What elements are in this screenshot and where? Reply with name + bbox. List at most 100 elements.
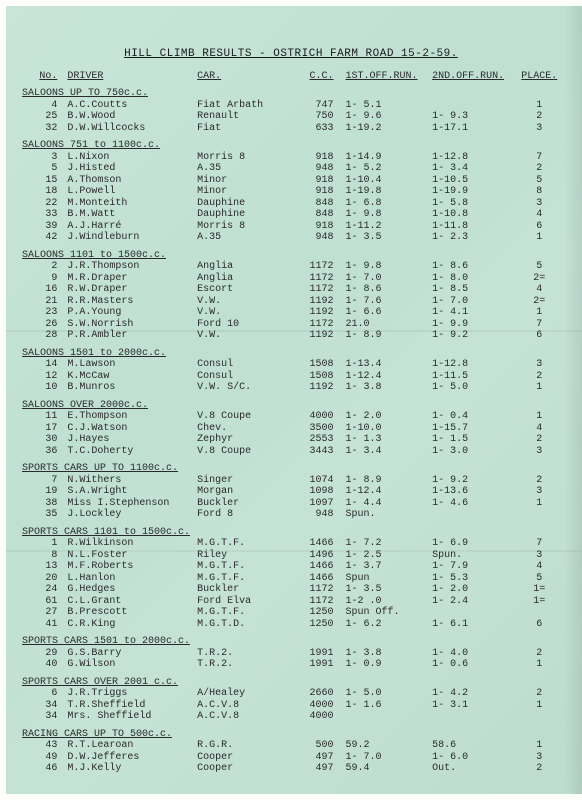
cell-run2: 1-12.8	[430, 359, 517, 371]
cell-no: 9	[20, 273, 65, 285]
cell-driver: L.Nixon	[65, 152, 195, 164]
cell-driver: C.R.King	[65, 619, 195, 631]
cell-place: 5	[517, 175, 562, 187]
cell-car: Ford 10	[195, 319, 284, 331]
cell-cc: 948	[284, 163, 344, 175]
cell-cc: 1466	[284, 538, 344, 550]
cell-cc: 1172	[284, 284, 344, 296]
cell-no: 1	[20, 538, 65, 550]
cell-cc: 633	[284, 123, 344, 135]
cell-run2: 1- 7.9	[430, 561, 517, 573]
cell-cc: 2660	[284, 688, 344, 700]
cell-run2: 1- 9.3	[430, 111, 517, 123]
cell-no: 14	[20, 359, 65, 371]
cell-cc: 1172	[284, 319, 344, 331]
cell-cc: 948	[284, 232, 344, 244]
cell-run2: 1- 5.0	[430, 382, 517, 394]
cell-cc: 1192	[284, 296, 344, 308]
cell-car: M.G.T.F.	[195, 538, 284, 550]
cell-driver: G.Wilson	[65, 659, 195, 671]
cell-run1: 1- 0.9	[344, 659, 431, 671]
cell-run1: 1- 5.2	[344, 163, 431, 175]
cell-car: Consul	[195, 359, 284, 371]
cell-run2: 1-12.8	[430, 152, 517, 164]
cell-run1: 59.2	[344, 740, 431, 752]
cell-run1: 1-10.0	[344, 423, 431, 435]
cell-place	[517, 509, 562, 521]
cell-driver: J.R.Triggs	[65, 688, 195, 700]
header-row: No. DRIVER CAR. C.C. 1ST.OFF.RUN. 2ND.OF…	[20, 71, 562, 83]
table-row: 24G.HedgesBuckler11721- 3.51- 2.01=	[20, 584, 562, 596]
cell-run2: 1-17.1	[430, 123, 517, 135]
cell-place: 1	[517, 411, 562, 423]
cell-run2: Out.	[430, 763, 517, 775]
cell-no: 3	[20, 152, 65, 164]
cell-run2: 1- 8.6	[430, 261, 517, 273]
section-heading: SALOONS 1501 to 2000c.c.	[20, 342, 562, 360]
cell-no: 26	[20, 319, 65, 331]
cell-driver: B.Prescott	[65, 607, 195, 619]
table-row: 29G.S.BarryT.R.2.19911- 3.81- 4.02	[20, 648, 562, 660]
cell-driver: A.C.Coutts	[65, 100, 195, 112]
cell-car: A.35	[195, 163, 284, 175]
cell-run1: 1- 7.0	[344, 752, 431, 764]
section-label: SPORTS CARS 1101 to 1500c.c.	[20, 521, 562, 539]
table-row: 2J.R.ThompsonAnglia11721- 9.81- 8.65	[20, 261, 562, 273]
cell-driver: E.Thompson	[65, 411, 195, 423]
cell-run2: 1- 8.5	[430, 284, 517, 296]
cell-cc: 1508	[284, 359, 344, 371]
table-row: 40G.WilsonT.R.2.19911- 0.91- 0.61	[20, 659, 562, 671]
cell-run1: 1- 7.2	[344, 538, 431, 550]
cell-no: 24	[20, 584, 65, 596]
cell-driver: M.F.Roberts	[65, 561, 195, 573]
section-label: SPORTS CARS 1501 to 2000c.c.	[20, 630, 562, 648]
cell-place: 1	[517, 498, 562, 510]
cell-driver: D.W.Jefferes	[65, 752, 195, 764]
cell-car: A.C.V.8	[195, 700, 284, 712]
cell-cc: 918	[284, 175, 344, 187]
cell-run1: 1- 1.6	[344, 700, 431, 712]
cell-car: Ford 8	[195, 509, 284, 521]
cell-place: 1	[517, 659, 562, 671]
cell-run1: 1- 9.8	[344, 261, 431, 273]
cell-run1: 1- 3.4	[344, 446, 431, 458]
cell-no: 49	[20, 752, 65, 764]
cell-car: Renault	[195, 111, 284, 123]
cell-no: 33	[20, 209, 65, 221]
table-row: 46M.J.KellyCooper49759.4Out.2	[20, 763, 562, 775]
cell-no: 22	[20, 198, 65, 210]
page-title: HILL CLIMB RESULTS - OSTRICH FARM ROAD 1…	[20, 48, 562, 61]
section-label: SALOONS 1501 to 2000c.c.	[20, 342, 562, 360]
table-row: 1R.WilkinsonM.G.T.F.14661- 7.21- 6.97	[20, 538, 562, 550]
cell-place: 2	[517, 763, 562, 775]
cell-run2: 1- 9.9	[430, 319, 517, 331]
cell-no: 15	[20, 175, 65, 187]
cell-cc: 1991	[284, 659, 344, 671]
cell-run2: 1- 6.1	[430, 619, 517, 631]
cell-cc: 1098	[284, 486, 344, 498]
cell-run2: 1- 5.3	[430, 573, 517, 585]
cell-run1: 1- 3.7	[344, 561, 431, 573]
cell-place: 1	[517, 740, 562, 752]
cell-place	[517, 607, 562, 619]
cell-driver: Mrs. Sheffield	[65, 711, 195, 723]
cell-place: 2	[517, 163, 562, 175]
cell-run1: 1- 5.0	[344, 688, 431, 700]
cell-no: 34	[20, 711, 65, 723]
cell-no: 42	[20, 232, 65, 244]
cell-no: 4	[20, 100, 65, 112]
cell-driver: J.Lockley	[65, 509, 195, 521]
section-heading: SPORTS CARS UP TO 1100c.c.	[20, 457, 562, 475]
table-row: 14M.LawsonConsul15081-13.41-12.83	[20, 359, 562, 371]
fold-line-2	[0, 550, 582, 552]
cell-place: 3	[517, 123, 562, 135]
cell-run2: 1-11.8	[430, 221, 517, 233]
cell-run2: 58.6	[430, 740, 517, 752]
table-row: 43R.T.LearoanR.G.R.50059.258.61	[20, 740, 562, 752]
cell-no: 21	[20, 296, 65, 308]
cell-place	[517, 711, 562, 723]
table-row: 33B.M.WattDauphine8481- 9.81-10.84	[20, 209, 562, 221]
cell-cc: 1508	[284, 371, 344, 383]
cell-cc: 918	[284, 221, 344, 233]
cell-driver: N.Withers	[65, 475, 195, 487]
